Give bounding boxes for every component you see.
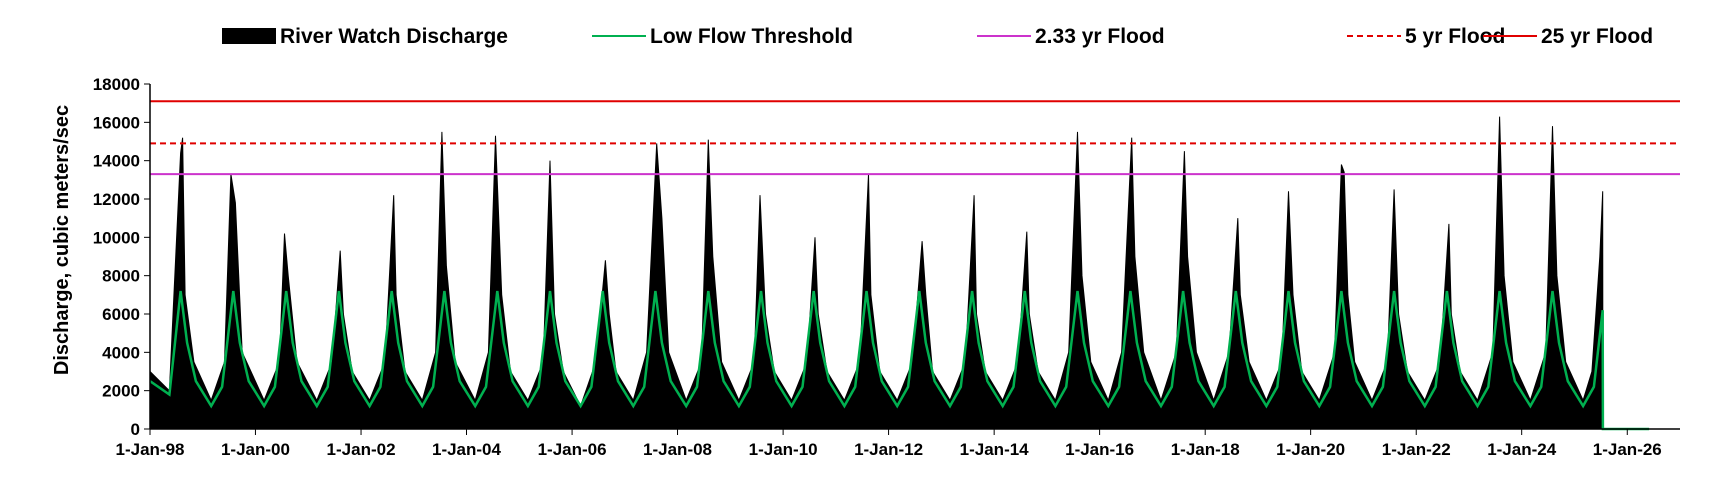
legend-swatch-river-watch-discharge (222, 28, 276, 44)
y-tick-label: 12000 (93, 190, 140, 209)
y-tick-label: 14000 (93, 152, 140, 171)
y-tick-label: 10000 (93, 228, 140, 247)
legend-label-river-watch-discharge: River Watch Discharge (280, 25, 508, 48)
x-tick-label: 1-Jan-18 (1171, 440, 1240, 459)
x-tick-label: 1-Jan-08 (643, 440, 712, 459)
legend-item-river-watch-discharge: River Watch Discharge (222, 25, 508, 48)
legend-label-5-yr-flood: 5 yr Flood (1405, 25, 1505, 48)
legend: River Watch Discharge Low Flow Threshold 2… (222, 25, 1653, 48)
axes: 0 2000 4000 6000 8000 10000 12000 14000 16000 180… (93, 75, 1680, 459)
plot-area (149, 100, 1680, 431)
series-low-flow-threshold (149, 290, 1650, 431)
x-tick-label: 1-Jan-00 (221, 440, 290, 459)
x-tick-label: 1-Jan-06 (538, 440, 607, 459)
x-tick-label: 1-Jan-04 (432, 440, 502, 459)
x-tick-label: 1-Jan-14 (960, 440, 1030, 459)
x-tick-label: 1-Jan-02 (327, 440, 396, 459)
y-tick-label: 4000 (102, 343, 140, 362)
legend-label-low-flow-threshold: Low Flow Threshold (650, 25, 853, 48)
y-tick-label: 0 (131, 420, 140, 439)
y-tick-label: 2000 (102, 382, 140, 401)
x-tick-label: 1-Jan-10 (749, 440, 818, 459)
x-tick-label: 1-Jan-26 (1593, 440, 1662, 459)
x-tick-label: 1-Jan-22 (1382, 440, 1451, 459)
y-tick-label: 6000 (102, 305, 140, 324)
x-tick-label: 1-Jan-12 (854, 440, 923, 459)
legend-item-low-flow-threshold: Low Flow Threshold (592, 25, 853, 48)
x-tick-label: 1-Jan-98 (116, 440, 185, 459)
y-axis-title: Discharge, cubic meters/sec (51, 105, 73, 375)
y-tick-label: 16000 (93, 113, 140, 132)
x-tick-label: 1-Jan-16 (1065, 440, 1134, 459)
series-river-watch-discharge (149, 116, 1650, 430)
y-tick-label: 8000 (102, 267, 140, 286)
x-tick-label: 1-Jan-24 (1487, 440, 1557, 459)
legend-label-2-33-yr-flood: 2.33 yr Flood (1035, 25, 1165, 48)
y-tick-label: 18000 (93, 75, 140, 94)
x-tick-label: 1-Jan-20 (1276, 440, 1345, 459)
legend-item-25-yr-flood: 25 yr Flood (1483, 25, 1653, 48)
legend-label-25-yr-flood: 25 yr Flood (1541, 25, 1653, 48)
legend-item-2-33-yr-flood: 2.33 yr Flood (977, 25, 1165, 48)
legend-item-5-yr-flood: 5 yr Flood (1347, 25, 1505, 48)
